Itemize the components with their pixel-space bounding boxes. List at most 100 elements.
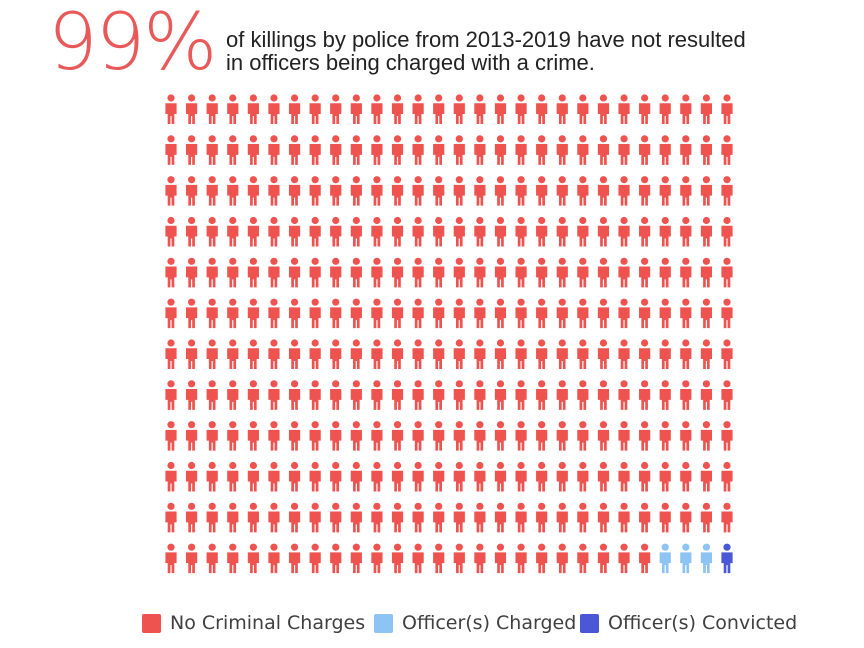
person-icon-no-criminal-charges [577, 380, 589, 410]
person-icon-no-criminal-charges [659, 135, 671, 165]
person-icon-no-criminal-charges [721, 421, 733, 451]
person-icon-no-criminal-charges [247, 216, 259, 247]
person-icon-no-criminal-charges [165, 298, 177, 329]
person-icon-no-criminal-charges [515, 502, 527, 533]
person-icon-no-criminal-charges [474, 461, 486, 492]
person-icon-no-criminal-charges [412, 135, 424, 165]
person-icon-no-criminal-charges [288, 543, 301, 574]
person-icon-no-criminal-charges [639, 421, 651, 451]
person-icon-no-criminal-charges [227, 94, 239, 124]
person-icon-no-criminal-charges [309, 298, 321, 329]
person-icon-no-criminal-charges [165, 176, 177, 206]
person-icon-no-criminal-charges [680, 298, 692, 329]
person-icon-no-criminal-charges [330, 135, 342, 165]
person-icon-no-criminal-charges [309, 421, 321, 451]
person-icon-no-criminal-charges [556, 380, 568, 410]
person-icon-no-criminal-charges [247, 257, 259, 288]
person-icon-no-criminal-charges [247, 298, 259, 329]
person-icon-no-criminal-charges [227, 380, 239, 410]
person-icon-no-criminal-charges [618, 339, 630, 369]
person-icon-no-criminal-charges [206, 176, 218, 206]
person-icon-no-criminal-charges [350, 257, 362, 288]
person-icon-no-criminal-charges [659, 298, 671, 329]
person-icon-no-criminal-charges [618, 216, 630, 247]
person-icon-no-criminal-charges [597, 176, 610, 206]
person-icon-no-criminal-charges [227, 176, 239, 206]
person-icon-no-criminal-charges [494, 502, 507, 533]
person-icon-no-criminal-charges [494, 380, 507, 410]
person-icon-no-criminal-charges [700, 339, 713, 369]
person-icon-no-criminal-charges [309, 216, 321, 247]
person-icon-no-criminal-charges [680, 216, 692, 247]
person-icon-no-criminal-charges [433, 176, 445, 206]
person-icon-no-criminal-charges [412, 380, 424, 410]
person-icon-no-criminal-charges [391, 421, 404, 451]
person-icon-no-criminal-charges [371, 380, 383, 410]
person-icon-no-criminal-charges [433, 502, 445, 533]
person-icon-no-criminal-charges [474, 94, 486, 124]
person-icon-no-criminal-charges [206, 380, 218, 410]
person-icon-no-criminal-charges [597, 543, 610, 574]
person-icon-no-criminal-charges [474, 216, 486, 247]
person-icon-no-criminal-charges [371, 176, 383, 206]
person-icon-no-criminal-charges [309, 257, 321, 288]
person-icon-no-criminal-charges [515, 257, 527, 288]
person-icon-no-criminal-charges [371, 298, 383, 329]
person-icon-no-criminal-charges [639, 257, 651, 288]
person-icon-no-criminal-charges [371, 339, 383, 369]
person-icon-no-criminal-charges [227, 257, 239, 288]
person-icon-no-criminal-charges [639, 461, 651, 492]
person-icon-no-criminal-charges [165, 502, 177, 533]
person-icon-no-criminal-charges [536, 461, 548, 492]
person-icon-no-criminal-charges [412, 421, 424, 451]
person-icon-no-criminal-charges [165, 94, 177, 124]
person-icon-no-criminal-charges [597, 298, 610, 329]
person-icon-officer-s-charged [659, 543, 671, 574]
person-icon-no-criminal-charges [412, 502, 424, 533]
person-icon-no-criminal-charges [515, 380, 527, 410]
person-icon-no-criminal-charges [597, 135, 610, 165]
person-icon-no-criminal-charges [206, 461, 218, 492]
person-icon-no-criminal-charges [515, 216, 527, 247]
person-icon-no-criminal-charges [515, 461, 527, 492]
person-icon-no-criminal-charges [165, 543, 177, 574]
person-icon-no-criminal-charges [391, 461, 404, 492]
person-icon-no-criminal-charges [597, 339, 610, 369]
person-icon-no-criminal-charges [474, 176, 486, 206]
person-icon-no-criminal-charges [268, 298, 280, 329]
person-icon-no-criminal-charges [721, 339, 733, 369]
legend-swatch-charged [374, 613, 393, 633]
headline-percent: 99% [48, 0, 217, 88]
person-icon-no-criminal-charges [577, 257, 589, 288]
person-icon-no-criminal-charges [700, 298, 713, 329]
person-icon-no-criminal-charges [659, 380, 671, 410]
person-icon-no-criminal-charges [391, 135, 404, 165]
person-icon-no-criminal-charges [206, 502, 218, 533]
person-icon-no-criminal-charges [433, 216, 445, 247]
person-icon-no-criminal-charges [639, 94, 651, 124]
person-icon-no-criminal-charges [247, 380, 259, 410]
person-icon-no-criminal-charges [494, 257, 507, 288]
person-icon-no-criminal-charges [412, 461, 424, 492]
person-icon-no-criminal-charges [391, 339, 404, 369]
person-icon-no-criminal-charges [309, 543, 321, 574]
person-icon-no-criminal-charges [350, 298, 362, 329]
person-icon-no-criminal-charges [288, 421, 301, 451]
person-icon-no-criminal-charges [577, 176, 589, 206]
person-icon-no-criminal-charges [412, 298, 424, 329]
person-icon-no-criminal-charges [247, 502, 259, 533]
person-icon-no-criminal-charges [494, 421, 507, 451]
person-icon-no-criminal-charges [577, 543, 589, 574]
person-icon-no-criminal-charges [391, 380, 404, 410]
person-icon-no-criminal-charges [721, 502, 733, 533]
person-icon-no-criminal-charges [680, 421, 692, 451]
person-icon-no-criminal-charges [453, 502, 465, 533]
person-icon-no-criminal-charges [700, 176, 713, 206]
person-icon-no-criminal-charges [474, 135, 486, 165]
person-icon-no-criminal-charges [453, 461, 465, 492]
person-icon-no-criminal-charges [700, 257, 713, 288]
person-icon-no-criminal-charges [700, 461, 713, 492]
person-icon-no-criminal-charges [453, 298, 465, 329]
person-icon-no-criminal-charges [268, 543, 280, 574]
person-icon-no-criminal-charges [433, 461, 445, 492]
